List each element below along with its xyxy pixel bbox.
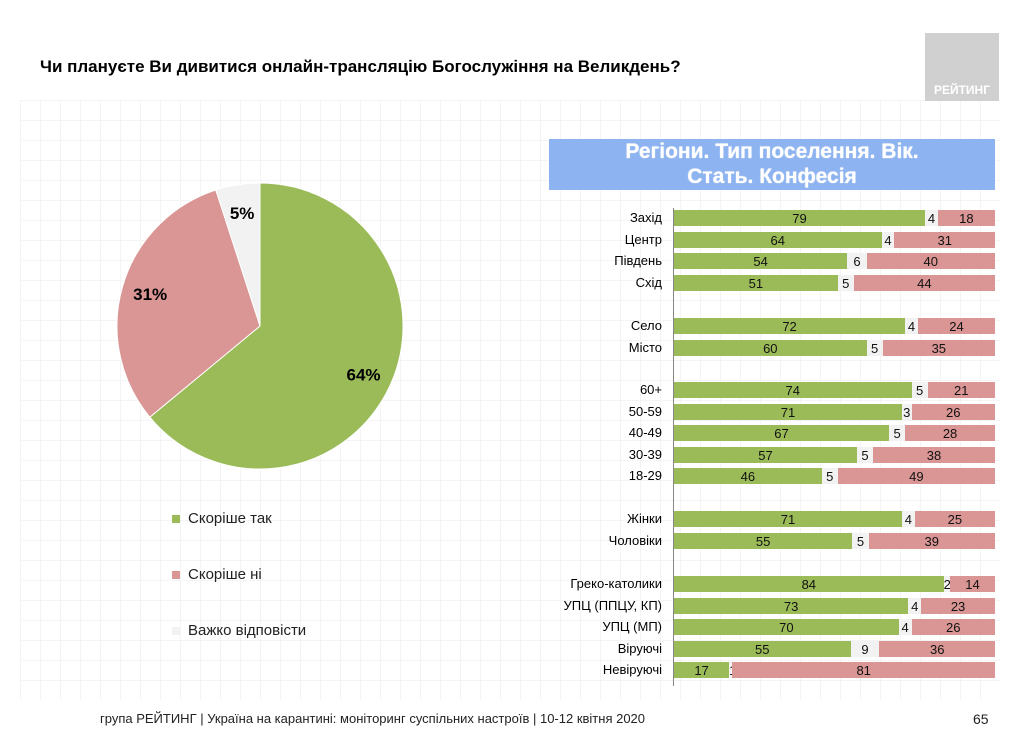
bar-segment: 46 — [674, 468, 822, 484]
bar-segment: 28 — [905, 425, 995, 441]
bar-segment: 38 — [873, 446, 995, 463]
bar-segment: 79 — [674, 210, 926, 226]
bar-segment: 49 — [837, 468, 995, 484]
bar-row-label: 60+ — [639, 382, 662, 397]
pie-slice — [215, 182, 261, 327]
bar-axis — [673, 208, 674, 686]
bar-row-label: 30-39 — [628, 446, 662, 462]
pie-label: 5% — [230, 204, 255, 223]
pie-label: 31% — [133, 285, 167, 304]
bar-segment: 55 — [674, 640, 851, 657]
bar-segment: 74 — [674, 382, 912, 398]
bar-segment: 67 — [674, 425, 890, 441]
bar-segment: 71 — [674, 511, 902, 527]
bar-segment: 51 — [674, 274, 838, 291]
bar-segment: 55 — [674, 532, 853, 549]
bar-segment: 23 — [921, 597, 995, 614]
bar-segment: 18 — [937, 210, 995, 226]
bar-segment: 26 — [911, 403, 995, 420]
bar-segment: 5 — [889, 425, 906, 441]
bar-segment: 26 — [911, 619, 995, 635]
bar-row-label: Віруючі — [617, 640, 662, 656]
bar-segment: 72 — [674, 318, 906, 334]
bar-segment: 24 — [917, 318, 995, 334]
bar-row-label: Невіруючі — [602, 662, 662, 677]
bar-segment: 5 — [866, 339, 883, 356]
pie-slice — [149, 182, 404, 470]
logo: РЕЙТИНГ — [925, 33, 999, 101]
footer: група РЕЙТИНГ | Україна на карантині: мо… — [100, 711, 646, 726]
pie-label: 64% — [346, 366, 380, 385]
bar-segment: 70 — [674, 619, 899, 635]
legend-item: Важко відповісти — [172, 622, 306, 639]
bar-row-label: 50-59 — [628, 403, 662, 419]
legend-marker — [172, 571, 180, 580]
bar-segment: 4 — [881, 231, 895, 248]
page-number: 65 — [973, 711, 989, 727]
page-title: Чи плануєте Ви дивитися онлайн-трансляці… — [40, 57, 681, 76]
bar-segment: 5 — [911, 382, 928, 398]
bar-segment: 71 — [674, 403, 902, 420]
bar-row-label: Південь — [614, 253, 662, 268]
bar-segment: 54 — [674, 253, 848, 269]
bar-segment: 5 — [821, 468, 838, 484]
bar-segment: 31 — [894, 231, 995, 248]
bar-segment: 64 — [674, 231, 882, 248]
pie-slice — [116, 189, 261, 418]
bar-segment: 9 — [850, 640, 880, 657]
bar-segment: 35 — [882, 339, 995, 356]
bar-segment: 21 — [927, 382, 995, 398]
bar-row-label: Село — [630, 318, 662, 333]
bar-row-label: Місто — [628, 339, 662, 355]
bar-segment: 84 — [674, 576, 944, 592]
bar-row-label: 18-29 — [628, 468, 662, 483]
legend-marker — [172, 627, 180, 636]
bar-segment: 2 — [943, 576, 951, 592]
bar-segment: 39 — [868, 532, 995, 549]
bar-row-label: Греко-католики — [570, 576, 662, 591]
legend-label: Скоріше ні — [188, 566, 262, 583]
bar-row-label: УПЦ (ППЦУ, КП) — [563, 597, 662, 613]
legend-label: Важко відповісти — [188, 622, 307, 639]
bar-segment: 44 — [853, 274, 995, 291]
bar-row-label: Чоловіки — [608, 532, 662, 548]
pie-chart: 64% 31% 5% — [116, 182, 404, 470]
bar-segment: 17 — [674, 662, 730, 678]
bar-segment: 4 — [901, 511, 915, 527]
legend-label: Скоріше так — [188, 510, 272, 527]
bar-row-label: Захід — [629, 210, 662, 225]
bar-segment: 5 — [856, 446, 874, 463]
bar-segment: 73 — [674, 597, 909, 614]
bar-segment: 60 — [674, 339, 867, 356]
bar-segment: 36 — [879, 640, 995, 657]
legend-item: Скоріше так — [172, 510, 272, 527]
legend-marker — [172, 515, 180, 524]
bar-row-label: УПЦ (МП) — [602, 619, 662, 634]
bar-row-label: 40-49 — [628, 425, 662, 440]
bar-row-label: Жінки — [626, 511, 662, 526]
bar-segment: 40 — [866, 253, 995, 269]
bar-segment: 57 — [674, 446, 857, 463]
bar-segment: 4 — [925, 210, 938, 226]
bar-row-label: Схід — [635, 274, 662, 290]
bar-row-label: Центр — [624, 231, 662, 247]
bar-segment: 4 — [908, 597, 922, 614]
bar-segment: 25 — [914, 511, 995, 527]
bar-segment: 6 — [847, 253, 867, 269]
banner: Регіони. Тип поселення. Вік. Стать. Конф… — [549, 139, 995, 190]
bar-segment: 5 — [852, 532, 869, 549]
bar-segment: 5 — [837, 274, 854, 291]
legend-item: Скоріше ні — [172, 566, 262, 583]
bar-segment: 3 — [901, 403, 912, 420]
bar-segment: 81 — [732, 662, 995, 678]
bar-segment: 4 — [898, 619, 912, 635]
bar-segment: 4 — [905, 318, 918, 334]
bar-segment: 14 — [950, 576, 995, 592]
